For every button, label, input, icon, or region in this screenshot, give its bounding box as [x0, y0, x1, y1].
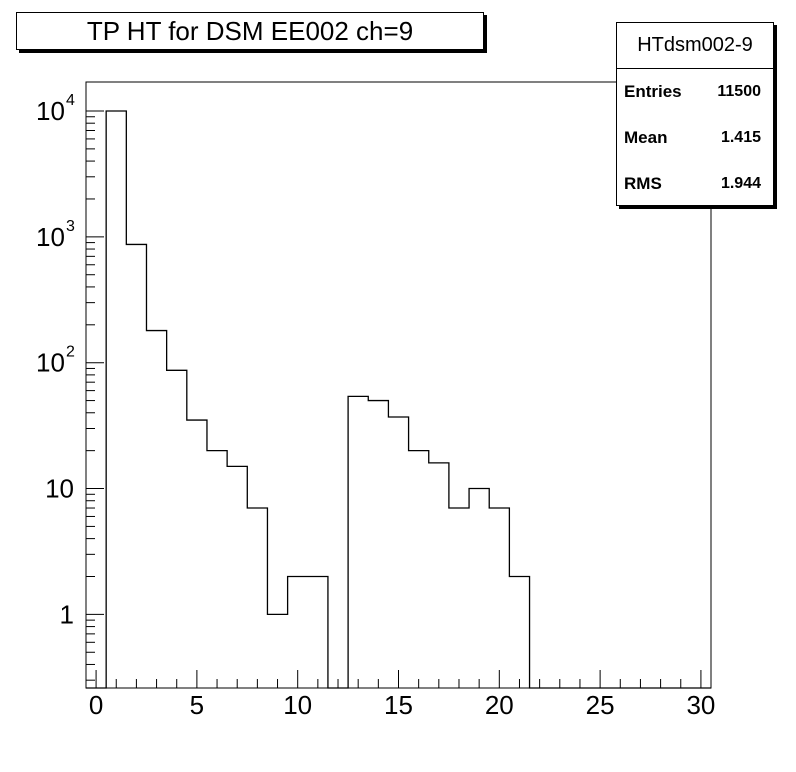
x-tick-label: 25 [586, 690, 615, 720]
histogram-bin [167, 370, 187, 688]
histogram-bin [449, 508, 469, 688]
stats-value: 1.415 [720, 129, 761, 146]
y-tick-label: 10 [36, 348, 65, 378]
histogram-bin [348, 396, 368, 688]
stats-histogram-name: HTdsm002-9 [617, 23, 773, 69]
histogram-bin [308, 576, 328, 688]
y-tick-label: 1 [60, 599, 74, 629]
histogram-bin [368, 401, 388, 688]
stats-label: RMS [624, 174, 662, 193]
histogram-bin [146, 331, 166, 688]
histogram-bin [388, 417, 408, 688]
y-tick-exponent: 3 [66, 218, 75, 235]
histogram-bin [227, 466, 247, 688]
chart-title: TP HT for DSM EE002 ch=9 [16, 12, 484, 50]
x-tick-label: 0 [89, 690, 103, 720]
stats-box: HTdsm002-9 Entries 11500 Mean 1.415 RMS … [616, 22, 774, 206]
histogram-bin [469, 489, 489, 688]
x-tick-label: 30 [686, 690, 715, 720]
x-axis: 0 5 10 15 20 25 30 [89, 670, 715, 720]
histogram-outline [86, 110, 711, 689]
histogram-bin [187, 420, 207, 688]
histogram-bars [86, 110, 711, 689]
histogram-bin [126, 244, 146, 688]
y-tick-label: 10 [36, 222, 65, 252]
histogram-bin [409, 451, 429, 688]
histogram-bin [247, 508, 267, 688]
stats-row-entries: Entries 11500 [617, 69, 773, 115]
stats-value: 11500 [717, 83, 761, 100]
x-tick-label: 20 [485, 690, 514, 720]
x-tick-label: 10 [283, 690, 312, 720]
y-tick-exponent: 2 [66, 344, 75, 361]
histogram-bin [106, 111, 126, 688]
histogram-bin [489, 508, 509, 688]
histogram-bin [509, 576, 529, 688]
histogram-bin [207, 451, 227, 688]
stats-label: Entries [624, 82, 682, 101]
stats-value: 1.944 [720, 175, 761, 192]
y-tick-exponent: 4 [66, 92, 75, 109]
y-tick-label: 10 [45, 474, 74, 504]
x-tick-label: 5 [190, 690, 204, 720]
y-tick-label: 10 [36, 96, 65, 126]
x-tick-label: 15 [384, 690, 413, 720]
stats-row-rms: RMS 1.944 [617, 161, 773, 207]
stats-label: Mean [624, 128, 668, 147]
histogram-bin [267, 614, 287, 688]
histogram-bin [429, 463, 449, 688]
stats-row-mean: Mean 1.415 [617, 115, 773, 161]
